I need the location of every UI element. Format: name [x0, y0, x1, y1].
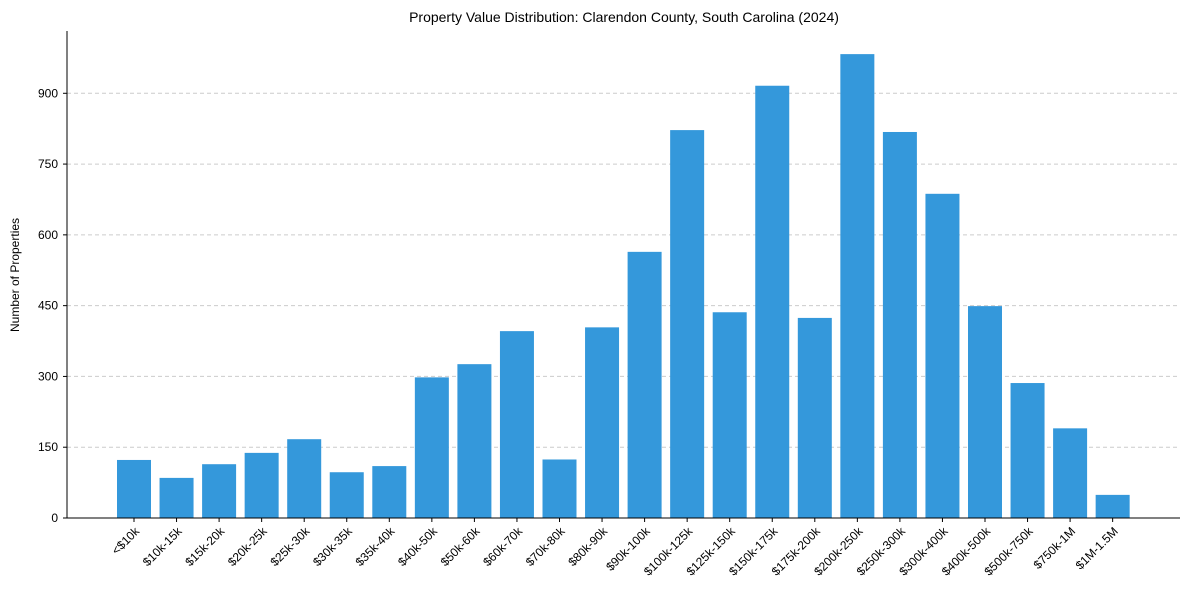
y-tick-label: 0 — [51, 511, 58, 525]
x-tick-label: $20k-25k — [225, 524, 271, 570]
bar — [882, 131, 917, 518]
x-tick-label: <$10k — [109, 524, 143, 558]
bar — [244, 452, 279, 518]
y-tick-label: 450 — [38, 299, 58, 313]
x-ticks: <$10k$10k-15k$15k-20k$20k-25k$25k-30k$30… — [109, 518, 1121, 578]
x-tick-label: $15k-20k — [182, 524, 228, 570]
x-tick-label: $60k-70k — [480, 524, 526, 570]
axes — [66, 31, 1180, 519]
bar — [1010, 383, 1045, 518]
bar — [1095, 494, 1130, 518]
x-tick-label: $35k-40k — [353, 524, 399, 570]
x-tick-label: $1M-1.5M — [1073, 524, 1121, 572]
bar — [840, 54, 875, 519]
bar — [414, 377, 449, 518]
bar — [925, 193, 960, 518]
bar — [372, 466, 407, 518]
chart-title: Property Value Distribution: Clarendon C… — [409, 9, 839, 25]
y-axis-label: Number of Properties — [8, 218, 22, 332]
bar — [670, 130, 705, 519]
bar — [202, 464, 237, 518]
x-tick-label: $30k-35k — [310, 524, 356, 570]
bar — [712, 312, 747, 518]
y-tick-label: 600 — [38, 228, 58, 242]
y-ticks: 0 150 300 450 600 750 900 — [38, 86, 67, 525]
x-tick-label: $25k-30k — [268, 524, 314, 570]
bar — [755, 85, 790, 519]
bar — [457, 364, 492, 518]
bar — [1053, 428, 1088, 518]
bar — [542, 459, 577, 518]
bar — [287, 439, 322, 518]
bar — [159, 477, 194, 518]
bar — [329, 472, 364, 518]
x-tick-label: $750k-1M — [1031, 524, 1079, 572]
bar — [585, 327, 620, 518]
bar — [499, 331, 534, 518]
y-tick-label: 150 — [38, 440, 58, 454]
x-tick-label: $40k-50k — [395, 524, 441, 570]
x-tick-label: $70k-80k — [523, 524, 569, 570]
y-tick-label: 750 — [38, 157, 58, 171]
bars — [117, 54, 1130, 519]
y-tick-label: 300 — [38, 369, 58, 383]
bar — [968, 306, 1002, 518]
bar — [117, 459, 151, 518]
y-tick-label: 900 — [38, 86, 58, 100]
bar — [627, 251, 662, 519]
bar — [797, 317, 832, 518]
x-tick-label: $10k-15k — [140, 524, 186, 570]
x-tick-label: $50k-60k — [438, 524, 484, 570]
